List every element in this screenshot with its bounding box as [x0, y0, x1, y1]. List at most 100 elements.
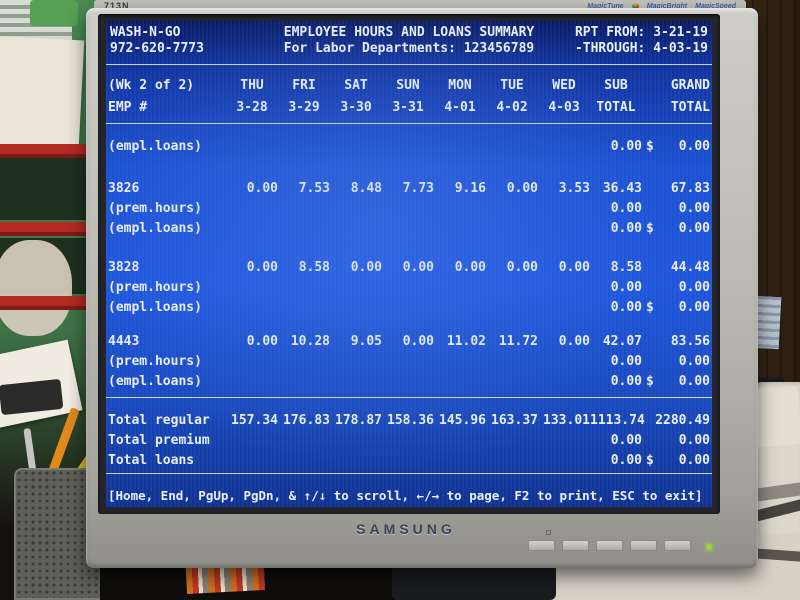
report-row-4443: 4443 0.00 10.28 9.05 0.00 11.02 11.72 0.… — [106, 332, 712, 352]
grand-total-value: 44.48 — [670, 260, 710, 275]
separator — [106, 397, 712, 398]
report-header-line2: 972-620-7773 For Labor Departments: 1234… — [106, 41, 712, 57]
sub-total-value: 0.00 — [610, 139, 642, 154]
day-value: 0.00 — [558, 334, 590, 349]
sub-total-value: 0.00 — [610, 201, 642, 216]
red-shelf-bar — [0, 296, 106, 310]
total-regular-row: Total regular 157.34 176.83 178.87 158.3… — [106, 411, 712, 431]
grand-total-value: 0.00 — [678, 139, 710, 154]
grand-total-value: 0.00 — [678, 433, 710, 448]
col-header-subtotal: SUB TOTAL — [596, 78, 636, 115]
day-value: 8.48 — [350, 181, 382, 196]
day-value: 0.00 — [506, 181, 538, 196]
day-value: 9.16 — [454, 181, 486, 196]
week-emp-header: (Wk 2 of 2) EMP # — [108, 78, 226, 116]
sub-total-value: 0.00 — [610, 221, 642, 236]
row-label: Total regular — [108, 413, 210, 428]
magicspeed-badge: MagicSpeed — [695, 2, 736, 10]
day-value: 11.02 — [446, 334, 486, 349]
sub-total-value: 0.00 — [610, 300, 642, 315]
report-row-3828: 3828 0.00 8.58 0.00 0.00 0.00 0.00 0.00 … — [106, 258, 712, 278]
monitor-menu-button — [528, 540, 555, 551]
row-label: (prem.hours) — [108, 280, 202, 295]
sub-total-value: 8.58 — [610, 260, 642, 275]
day-value: 0.00 — [246, 334, 278, 349]
monitor-plus-button — [630, 540, 657, 551]
row-label: (empl.loans) — [108, 300, 202, 315]
sub-total-value: 1113.74 — [590, 413, 645, 428]
power-led — [706, 544, 712, 550]
row-label: (prem.hours) — [108, 354, 202, 369]
report-row-empl-loans: (empl.loans) 0.00 $ 0.00 — [106, 372, 712, 392]
employee-block-4443: 4443 0.00 10.28 9.05 0.00 11.02 11.72 0.… — [106, 332, 712, 392]
day-value: 10.28 — [290, 334, 330, 349]
dollar-sign: $ — [646, 139, 654, 154]
day-value: 0.00 — [454, 260, 486, 275]
separator — [106, 123, 712, 124]
employee-block-3828: 3828 0.00 8.58 0.00 0.00 0.00 0.00 0.00 … — [106, 258, 712, 318]
col-header-sun: SUN 3-31 — [392, 78, 424, 115]
keyboard-help-bar: [Home, End, PgUp, PgDn, & ↑/↓ to scroll,… — [108, 488, 703, 503]
magicbright-badge: MagicBright — [646, 2, 688, 10]
dollar-sign: $ — [646, 221, 654, 236]
row-label: (empl.loans) — [108, 139, 202, 154]
col-header-mon: MON 4-01 — [444, 78, 476, 115]
total-premium-row: Total premium 0.00 0.00 — [106, 431, 712, 451]
grand-total-value: 0.00 — [678, 354, 710, 369]
sub-total-value: 0.00 — [610, 280, 642, 295]
report-row-3826: 3826 0.00 7.53 8.48 7.73 9.16 0.00 3.53 … — [106, 179, 712, 199]
table-header: (Wk 2 of 2) EMP # THU 3-28 FRI 3-29 SAT 3-3… — [106, 78, 712, 116]
report-title: EMPLOYEE HOURS AND LOANS SUMMARY — [283, 25, 535, 40]
separator — [106, 473, 712, 474]
sub-total-value: 36.43 — [602, 181, 642, 196]
sub-total-value: 42.07 — [602, 334, 642, 349]
report-through-date: -THROUGH: 4-03-19 — [574, 41, 708, 56]
dollar-sign: $ — [646, 453, 654, 468]
row-label: Total loans — [108, 453, 195, 468]
grand-total-value: 0.00 — [678, 374, 710, 389]
separator — [106, 64, 712, 65]
day-value: 3.53 — [558, 181, 590, 196]
day-value: 157.34 — [231, 413, 278, 428]
sub-total-value: 0.00 — [610, 453, 642, 468]
sub-total-value: 0.00 — [610, 433, 642, 448]
day-value: 145.96 — [439, 413, 486, 428]
day-value: 7.53 — [298, 181, 330, 196]
grand-total-value: 0.00 — [678, 221, 710, 236]
monitor-brightness-button — [562, 540, 589, 551]
crt-screen: WASH-N-GO EMPLOYEE HOURS AND LOANS SUMMA… — [106, 21, 712, 507]
day-value: 163.37 — [491, 413, 538, 428]
emp-number: 3826 — [108, 181, 140, 196]
monitor-badges: MagicTune MagicBright MagicSpeed — [587, 2, 736, 10]
row-label: Total premium — [108, 433, 210, 448]
monitor-control-buttons — [528, 540, 691, 551]
row-label: (prem.hours) — [108, 201, 202, 216]
red-shelf-bar — [0, 222, 106, 236]
magicbright-icon — [631, 2, 639, 10]
day-value: 0.00 — [506, 260, 538, 275]
employee-block-3826: 3826 0.00 7.53 8.48 7.73 9.16 0.00 3.53 … — [106, 179, 712, 239]
menu-button-glyph — [546, 530, 551, 535]
sub-total-value: 0.00 — [610, 354, 642, 369]
report-row-empl-loans: (empl.loans) 0.00 $ 0.00 — [106, 298, 712, 318]
col-header-tue: TUE 4-02 — [496, 78, 528, 115]
monitor-minus-button — [596, 540, 623, 551]
shelf-green-item — [30, 0, 78, 26]
report-row-empl-loans: (empl.loans) 0.00 $ 0.00 — [106, 219, 712, 239]
report-from-date: RPT FROM: 3-21-19 — [574, 25, 708, 40]
grand-total-value: 2280.49 — [655, 413, 710, 428]
company-name: WASH-N-GO — [110, 25, 181, 40]
day-value: 7.73 — [402, 181, 434, 196]
monitor-model-label: 713N — [104, 1, 130, 11]
day-value: 176.83 — [283, 413, 330, 428]
day-value: 0.00 — [558, 260, 590, 275]
total-loans-row: Total loans 0.00 $ 0.00 — [106, 451, 712, 471]
day-value: 8.58 — [298, 260, 330, 275]
day-value: 133.01 — [543, 413, 590, 428]
day-value: 0.00 — [402, 260, 434, 275]
emp-number: 3828 — [108, 260, 140, 275]
dollar-sign: $ — [646, 374, 654, 389]
report-row-prem-hours: (prem.hours) 0.00 0.00 — [106, 278, 712, 298]
day-value: 0.00 — [350, 260, 382, 275]
red-shelf-bar — [0, 144, 106, 158]
